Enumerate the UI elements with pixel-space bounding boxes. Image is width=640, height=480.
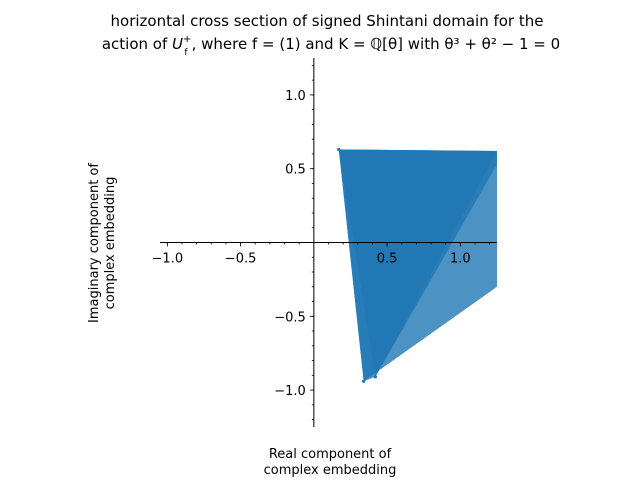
- domain-polygon-3: [338, 149, 497, 382]
- vertex-point-3: [373, 375, 377, 379]
- title-subscript: f: [184, 48, 188, 58]
- x-tick-label: 1.0: [450, 252, 471, 267]
- title-symbol-u: U: [172, 35, 183, 53]
- x-tick-label: −0.5: [225, 252, 257, 267]
- chart-title-line2: action of U+ f , where f = (1) and K = ℚ[θ…: [102, 34, 560, 58]
- y-tick-label: −1.0: [274, 384, 306, 399]
- title-condition: f = (1): [252, 35, 301, 53]
- title-equation: θ³ + θ² − 1 = 0: [444, 35, 560, 53]
- x-tick-label: −1.0: [152, 252, 184, 267]
- vertex-point-1: [337, 147, 341, 152]
- y-tick-label: −0.5: [274, 310, 306, 325]
- x-tick-label: 0.5: [377, 252, 398, 267]
- domain-polygons: [338, 149, 497, 382]
- title-field: K = ℚ[θ] with: [338, 35, 444, 53]
- x-axis-label-line2: complex embedding: [264, 463, 397, 478]
- y-axis-label-line1: Imaginary component of: [87, 163, 102, 323]
- vertex-points: [337, 147, 377, 383]
- x-axis-label-line1: Real component of: [269, 447, 392, 462]
- vertex-point-2: [362, 379, 366, 383]
- axes: −1.0 −0.5 0.5 1.0 −1.0 −0.5 0.5 1.0: [152, 58, 497, 427]
- title-mid: , where: [192, 35, 252, 53]
- y-tick-label: 0.5: [285, 163, 306, 178]
- title-and: and: [301, 35, 339, 53]
- title-superscript: +: [183, 34, 191, 45]
- chart-title-line1: horizontal cross section of signed Shint…: [111, 12, 544, 30]
- y-axis-label-line2: complex embedding: [103, 177, 118, 310]
- title-prefix: action of: [102, 35, 172, 53]
- y-tick-label: 1.0: [285, 89, 306, 104]
